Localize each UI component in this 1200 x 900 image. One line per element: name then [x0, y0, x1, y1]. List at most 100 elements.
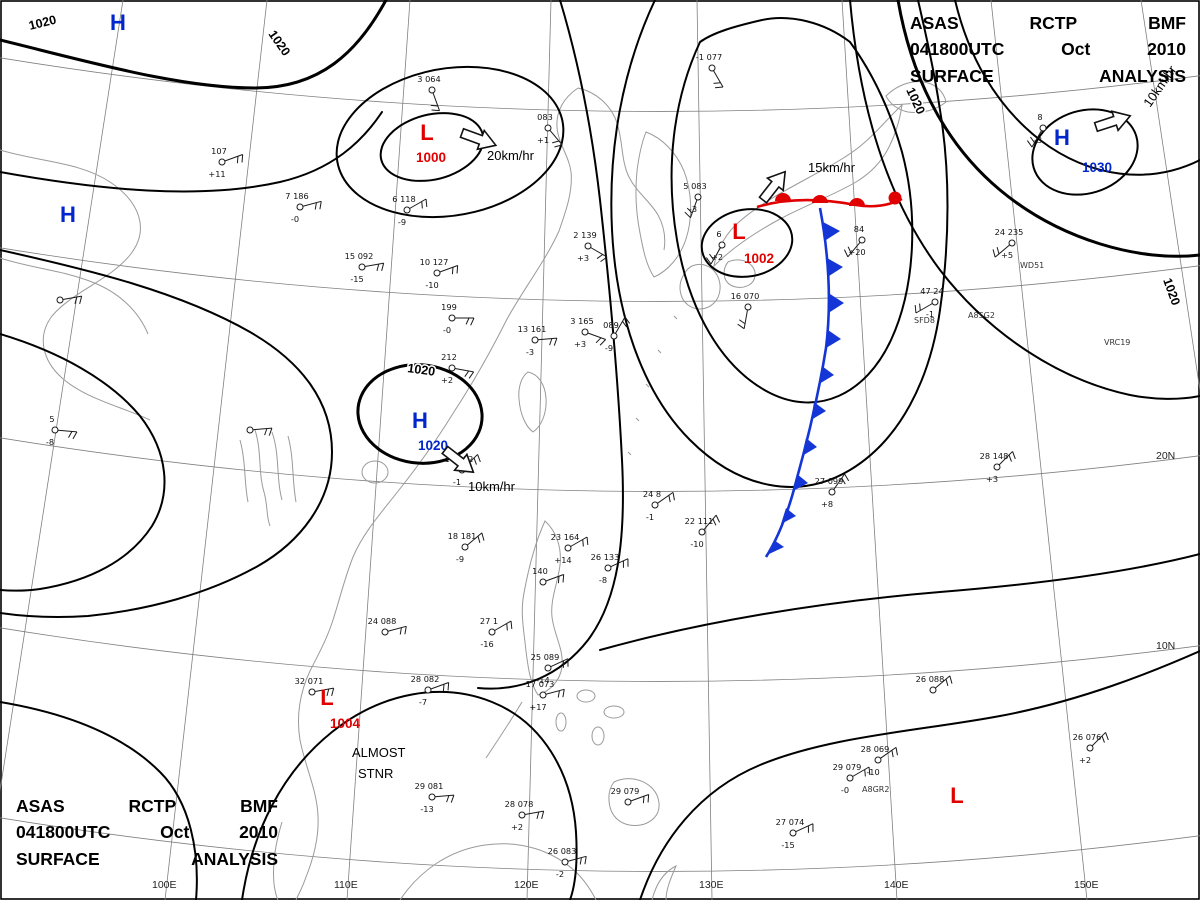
station-plot: 15 092 -15 [345, 251, 385, 284]
station-value: -16 [480, 639, 493, 649]
station-plot: 28 078 +2 [505, 799, 545, 832]
pressure-center-letter: H [60, 202, 76, 227]
isobar-value-label: 1020 [407, 361, 437, 379]
station-plot: 26 133 -8 [591, 552, 629, 585]
station-plot: 10 127 -10 [420, 257, 459, 290]
graticule-label: 100E [152, 879, 177, 891]
station-value: 7 186 [285, 191, 308, 201]
station-plot: 29 079 -0 [833, 762, 871, 795]
station-plot: 18 181 -9 [448, 531, 485, 564]
station-value: -0 [291, 214, 299, 224]
station-value: +11 [208, 169, 225, 179]
graticule-label: 110E [334, 879, 358, 891]
ship-id-label: A8GR2 [862, 785, 889, 794]
station-plot [56, 295, 83, 305]
station-value: 26 083 [548, 846, 577, 856]
warm-front [756, 191, 903, 209]
station-value: 29 079 [611, 786, 640, 796]
graticule-label: 140E [884, 879, 909, 891]
station-plot: 089 -9 [603, 316, 631, 353]
pressure-center: H [60, 202, 76, 227]
station-value: 26 088 [916, 674, 945, 684]
title-word: 2010 [1147, 39, 1186, 60]
title-word: ASAS [910, 13, 959, 33]
movement-arrow-icon [459, 127, 498, 151]
cold-front [764, 207, 844, 558]
station-value: 29 081 [415, 781, 444, 791]
station-plot: 27 099 +8 [815, 473, 850, 509]
station-value: -2 [556, 869, 564, 879]
title-block-top-right: ASAS RCTP BMF 041800UTC Oct 2010 SURFACE ANALYS… [910, 10, 1186, 89]
station-plot: 2 139 +3 [573, 230, 608, 263]
station-value: 17 073 [526, 679, 555, 689]
pressure-center: L 1000 [416, 120, 446, 165]
station-value: -0 [443, 325, 451, 335]
station-value: -3 [526, 347, 534, 357]
title-word: RCTP [128, 796, 177, 816]
station-value: 15 092 [345, 251, 374, 261]
station-value: +8 [821, 499, 833, 509]
station-value: 16 070 [731, 291, 760, 301]
station-plot: 29 081 -13 [415, 781, 455, 814]
title-word: 2010 [239, 822, 278, 843]
pressure-center-note: STNR [358, 766, 393, 781]
title-word: 041800UTC [16, 822, 111, 843]
pressure-center: L [950, 783, 963, 808]
pressure-center-letter: L [732, 219, 745, 244]
station-value: +2 [441, 375, 453, 385]
title-word: BMF [1148, 13, 1186, 33]
station-plot: 6 118 -9 [392, 194, 428, 227]
pressure-center-value: 1030 [1082, 160, 1112, 175]
station-value: -13 [420, 804, 433, 814]
station-plot: 5 083 -3 [683, 181, 707, 219]
title-word: ANALYSIS [191, 848, 278, 869]
station-plot: 22 111 -10 [685, 514, 721, 549]
pressure-centers-layer: H H L 1000 L 1002 H 1020 H 1030 L 1004 ALMOST STNR L [60, 10, 1112, 808]
station-plot: 27 074 -15 [776, 817, 814, 850]
station-value: 6 [716, 229, 721, 239]
station-value: 5 083 [683, 181, 706, 191]
station-plot: 24 8 -1 [643, 489, 675, 522]
title-line: SURFACE ANALYSIS [910, 63, 1186, 89]
station-value: 28 069 [861, 744, 890, 754]
pressure-center-letter: L [950, 783, 963, 808]
station-plot: 7 186 -0 [285, 191, 322, 224]
station-value: 28 082 [411, 674, 440, 684]
station-plot: 25 089 -14 [531, 652, 569, 685]
station-plot: 23 164 +14 [551, 532, 589, 565]
station-plot: 16 070 [731, 291, 760, 330]
title-word: Oct [160, 822, 190, 843]
cold-front-triangles [769, 222, 844, 554]
station-value: +3 [986, 474, 998, 484]
isobar-value-label: 1020 [1160, 276, 1183, 307]
station-plot: 28 148 +3 [980, 451, 1016, 484]
ship-id-label: VRC19 [1104, 338, 1130, 347]
station-plot: 3 165 +3 [570, 316, 607, 349]
title-word: SURFACE [16, 848, 100, 869]
ship-id-label: SFD8 [914, 316, 935, 325]
station-value: 28 078 [505, 799, 534, 809]
pressure-center: H 1020 [412, 408, 448, 453]
graticule-label: 150E [1074, 879, 1099, 891]
station-plot: 199 -0 [441, 302, 475, 335]
station-value: 5 [49, 414, 54, 424]
pressure-center-letter: L [320, 685, 333, 710]
station-value: -1 [926, 309, 934, 319]
station-plot: 107 +11 [208, 146, 244, 179]
station-value: -15 [350, 274, 363, 284]
station-value: 27 099 [815, 476, 844, 486]
pressure-center-letter: H [412, 408, 428, 433]
pressure-center-value: 1000 [416, 150, 446, 165]
station-plot: 212 +2 [441, 352, 475, 385]
coastline-layer [0, 81, 947, 900]
title-word: SURFACE [910, 65, 994, 86]
front-point-dot [888, 191, 902, 205]
station-value: 199 [441, 302, 457, 312]
title-word: BMF [240, 796, 278, 816]
isobar-value-label: 1020 [27, 13, 57, 33]
pressure-center-letter: L [420, 120, 433, 145]
